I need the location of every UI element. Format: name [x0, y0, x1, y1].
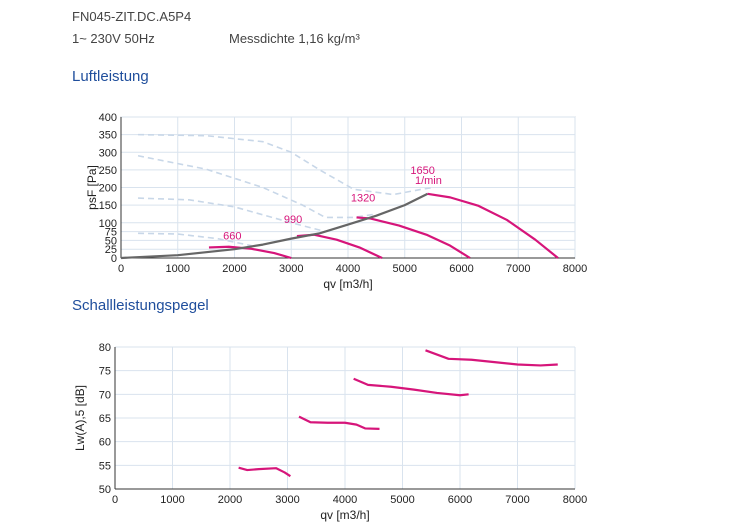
y-tick-label: 350: [99, 130, 117, 142]
x-tick-label: 1000: [166, 263, 190, 275]
y-tick-label: 50: [105, 235, 117, 247]
x-tick-label: 3000: [279, 263, 303, 275]
x-tick-label: 3000: [275, 494, 299, 506]
rpm-label: 990: [284, 214, 302, 226]
fan-curve-line: [208, 245, 292, 260]
x-tick-label: 7000: [505, 494, 529, 506]
x-tick-label: 0: [112, 494, 118, 506]
x-tick-label: 5000: [393, 263, 417, 275]
fan-curve-line: [427, 192, 559, 259]
y-tick-label: 75: [99, 366, 111, 378]
x-tick-label: 0: [118, 263, 124, 275]
y-tick-label: 300: [99, 147, 117, 159]
x-axis-label: qv [m3/h]: [320, 508, 369, 522]
y-tick-label: 55: [99, 460, 111, 472]
y-tick-label: 25: [105, 244, 117, 256]
rpm-label: 1320: [351, 193, 375, 205]
y-tick-label: 70: [99, 389, 111, 401]
sound-curve-line: [353, 377, 469, 397]
y-axis-label: psF [Pa]: [85, 165, 99, 210]
schallleistung-title: Schallleistungspegel: [72, 297, 209, 314]
y-tick-label: 400: [99, 112, 117, 124]
y-tick-label: 80: [99, 342, 111, 354]
x-tick-label: 4000: [336, 263, 360, 275]
y-tick-label: 60: [99, 437, 111, 449]
x-tick-label: 4000: [333, 494, 357, 506]
x-tick-label: 6000: [449, 263, 473, 275]
x-tick-label: 2000: [222, 263, 246, 275]
supply-voltage: 1~ 230V 50Hz: [72, 31, 155, 46]
sound-curve-line: [425, 349, 558, 367]
luftleistung-title: Luftleistung: [72, 68, 149, 85]
sound-curve-line: [238, 466, 291, 478]
y-tick-label: 75: [105, 227, 117, 239]
rpm-unit-label: 1/min: [415, 175, 442, 187]
y-tick-label: 65: [99, 413, 111, 425]
sound-curve-line: [298, 415, 380, 430]
rpm-label: 1650: [410, 165, 434, 177]
system-curve: [120, 192, 428, 260]
x-tick-label: 7000: [506, 263, 530, 275]
y-axis-label: Lw(A),5 [dB]: [73, 385, 87, 451]
air-density: Messdichte 1,16 kg/m³: [229, 31, 360, 46]
x-tick-label: 1000: [160, 494, 184, 506]
y-tick-label: 50: [99, 484, 111, 496]
x-tick-label: 8000: [563, 494, 587, 506]
x-tick-label: 5000: [390, 494, 414, 506]
max-curve-dashed: [137, 197, 326, 233]
x-tick-label: 2000: [218, 494, 242, 506]
y-tick-label: 0: [111, 253, 117, 265]
x-tick-label: 6000: [448, 494, 472, 506]
y-tick-label: 150: [99, 200, 117, 212]
y-tick-label: 250: [99, 165, 117, 177]
x-tick-label: 8000: [563, 263, 587, 275]
model-name: FN045-ZIT.DC.A5P4: [72, 9, 192, 24]
y-tick-label: 200: [99, 183, 117, 195]
max-curve-dashed: [137, 154, 377, 219]
y-tick-label: 100: [99, 218, 117, 230]
rpm-label: 660: [223, 230, 241, 242]
x-axis-label: qv [m3/h]: [323, 277, 372, 291]
